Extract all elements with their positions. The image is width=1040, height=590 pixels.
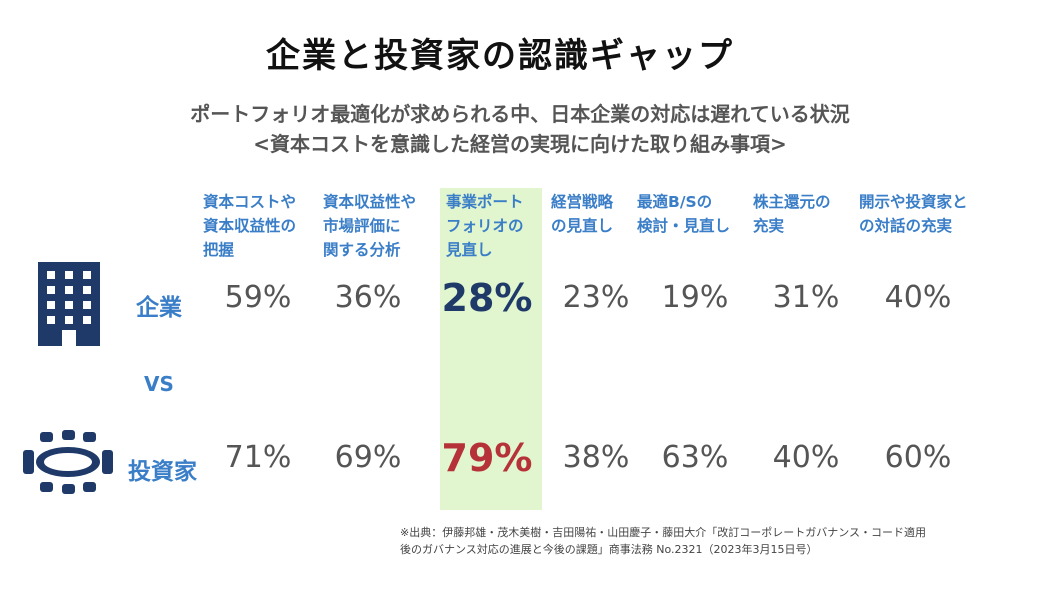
row-label-company: 企業 [136, 295, 182, 321]
investor-value: 69% [334, 440, 402, 475]
company-value: 31% [772, 280, 840, 315]
investor-value: 40% [772, 440, 840, 475]
category-header: 事業ポート フォリオの 見直し [446, 193, 524, 259]
company-value: 19% [661, 280, 729, 315]
vs-label: VS [144, 372, 174, 396]
category-header: 開示や投資家と の対話の充実 [859, 193, 968, 235]
company-value: 23% [562, 280, 630, 315]
investor-value: 38% [562, 440, 630, 475]
category-header: 株主還元の 充実 [753, 193, 831, 235]
company-value: 28% [441, 276, 533, 320]
category-header: 資本コストや 資本収益性の 把握 [203, 193, 297, 259]
subtitle: ポートフォリオ最適化が求められる中、日本企業の対応は遅れている状況 [190, 102, 850, 126]
company-value: 36% [334, 280, 402, 315]
investor-value: 63% [661, 440, 729, 475]
meeting-table-icon [23, 430, 113, 494]
source-note: ※出典：伊藤邦雄・茂木美樹・吉田陽祐・山田慶子・藤田大介「改訂コーポレートガバナ… [400, 526, 926, 556]
page-title: 企業と投資家の認識ギャップ [266, 36, 734, 76]
investor-value: 79% [441, 436, 533, 480]
category-header: 資本収益性や 市場評価に 関する分析 [323, 193, 417, 259]
company-value: 40% [884, 280, 952, 315]
section-heading: <資本コストを意識した経営の実現に向けた取り組み事項> [253, 132, 787, 156]
office-building-icon [38, 262, 100, 346]
highlight-column [440, 188, 542, 510]
row-label-investor: 投資家 [128, 459, 197, 485]
investor-value: 71% [224, 440, 292, 475]
category-header: 最適B/Sの 検討・見直し [637, 193, 731, 235]
investor-value: 60% [884, 440, 952, 475]
company-value: 59% [224, 280, 292, 315]
category-header: 経営戦略 の見直し [551, 193, 614, 235]
